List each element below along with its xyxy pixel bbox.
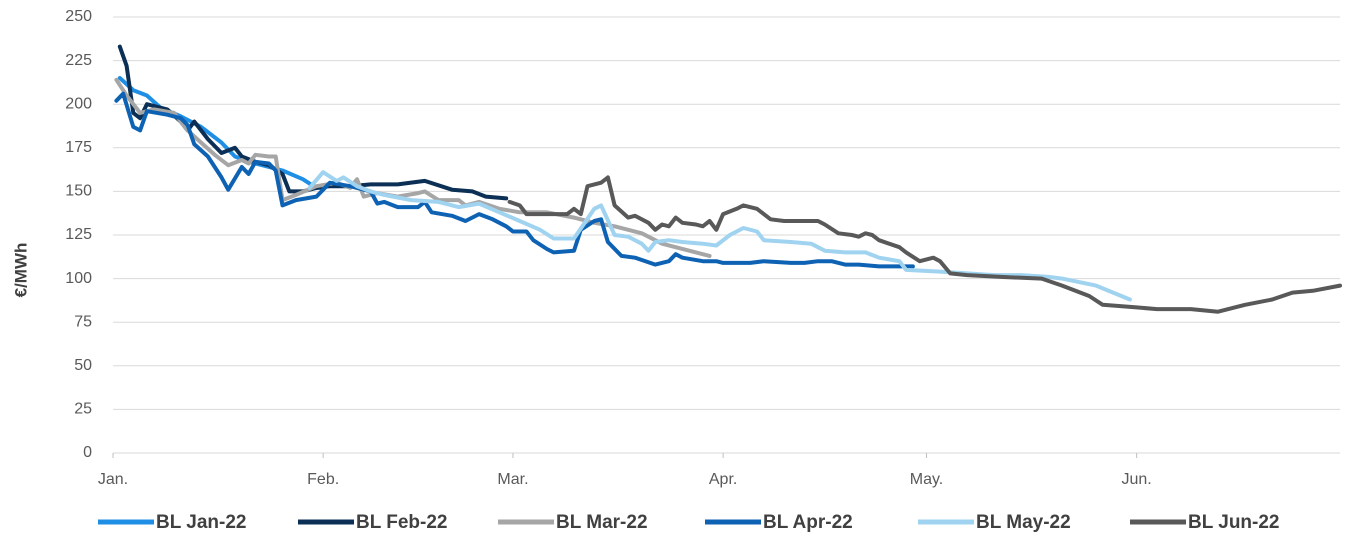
series-line — [114, 91, 915, 269]
series-line — [307, 170, 1132, 302]
legend-label: BL Feb-22 — [356, 512, 448, 533]
legend-label: BL Jun-22 — [1188, 512, 1280, 533]
x-tick-label: Jun. — [1122, 471, 1152, 488]
y-tick-label: 125 — [65, 226, 92, 243]
y-tick-label: 0 — [83, 444, 92, 461]
x-tick-label: May. — [910, 471, 943, 488]
legend-label: BL Mar-22 — [556, 512, 648, 533]
series-line — [114, 77, 712, 258]
y-tick-label: 225 — [65, 52, 92, 69]
y-tick-label: 175 — [65, 139, 92, 156]
series-line — [117, 76, 326, 190]
y-tick-label: 150 — [65, 183, 92, 200]
x-tick-label: Feb. — [307, 471, 339, 488]
legend-label: BL May-22 — [976, 512, 1071, 533]
y-axis-label: €/MWh — [11, 243, 30, 298]
series-line — [117, 44, 509, 201]
y-tick-label: 50 — [74, 357, 92, 374]
legend-label: BL Apr-22 — [763, 512, 853, 533]
x-tick-label: Apr. — [709, 471, 737, 488]
y-tick-label: 250 — [65, 8, 92, 25]
y-tick-label: 100 — [65, 270, 92, 287]
series-line — [507, 175, 1342, 314]
legend-label: BL Jan-22 — [156, 512, 246, 533]
y-tick-label: 75 — [74, 313, 92, 330]
x-tick-label: Jan. — [98, 471, 128, 488]
y-tick-label: 25 — [74, 401, 92, 418]
y-tick-label: 200 — [65, 95, 92, 112]
x-tick-label: Mar. — [497, 471, 528, 488]
